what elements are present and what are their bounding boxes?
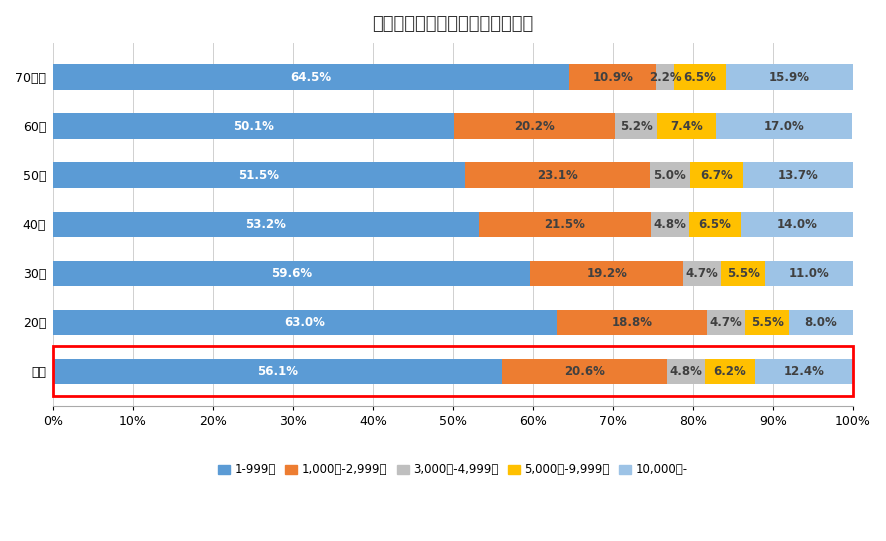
Text: 7.4%: 7.4%: [671, 120, 703, 133]
Bar: [530, 261, 683, 286]
Bar: [716, 114, 852, 139]
Bar: [707, 309, 745, 335]
Bar: [745, 309, 789, 335]
Text: 4.8%: 4.8%: [653, 218, 687, 231]
Bar: [616, 114, 657, 139]
Bar: [569, 64, 657, 90]
Bar: [53, 309, 557, 335]
Text: 5.5%: 5.5%: [727, 267, 759, 280]
Bar: [755, 359, 854, 384]
Bar: [465, 162, 649, 188]
Bar: [689, 212, 741, 237]
Bar: [53, 212, 478, 237]
Bar: [743, 162, 853, 188]
Text: 2.2%: 2.2%: [649, 71, 681, 84]
Bar: [53, 162, 465, 188]
Bar: [726, 64, 853, 90]
Text: 5.0%: 5.0%: [654, 169, 687, 182]
Text: 5.2%: 5.2%: [620, 120, 653, 133]
Bar: [683, 261, 721, 286]
Text: 14.0%: 14.0%: [777, 218, 818, 231]
Bar: [53, 359, 501, 384]
Bar: [478, 212, 650, 237]
Bar: [741, 212, 853, 237]
Bar: [789, 309, 853, 335]
Text: 53.2%: 53.2%: [245, 218, 286, 231]
Bar: [765, 261, 853, 286]
Bar: [657, 64, 674, 90]
Text: 4.7%: 4.7%: [686, 267, 719, 280]
Text: 56.1%: 56.1%: [257, 365, 298, 378]
Text: 6.7%: 6.7%: [700, 169, 733, 182]
Text: 6.2%: 6.2%: [713, 365, 746, 378]
Text: 15.9%: 15.9%: [769, 71, 810, 84]
Text: 12.4%: 12.4%: [784, 365, 825, 378]
Bar: [705, 359, 755, 384]
Text: 18.8%: 18.8%: [611, 316, 653, 329]
Title: 年代別：投資信託への初回投資額: 年代別：投資信託への初回投資額: [372, 15, 533, 33]
Bar: [721, 261, 765, 286]
Bar: [557, 309, 707, 335]
Bar: [657, 114, 716, 139]
Text: 4.8%: 4.8%: [670, 365, 703, 378]
Text: 21.5%: 21.5%: [544, 218, 585, 231]
Bar: [666, 359, 705, 384]
Text: 6.5%: 6.5%: [698, 218, 732, 231]
Text: 10.9%: 10.9%: [592, 71, 633, 84]
Text: 50.1%: 50.1%: [233, 120, 274, 133]
Text: 17.0%: 17.0%: [764, 120, 804, 133]
Bar: [674, 64, 726, 90]
Text: 20.6%: 20.6%: [563, 365, 604, 378]
Text: 19.2%: 19.2%: [587, 267, 627, 280]
Text: 6.5%: 6.5%: [683, 71, 716, 84]
Text: 20.2%: 20.2%: [514, 120, 555, 133]
Text: 13.7%: 13.7%: [778, 169, 819, 182]
Text: 23.1%: 23.1%: [537, 169, 578, 182]
Text: 59.6%: 59.6%: [271, 267, 312, 280]
Bar: [690, 162, 743, 188]
Bar: [53, 261, 530, 286]
Text: 11.0%: 11.0%: [789, 267, 829, 280]
Text: 5.5%: 5.5%: [750, 316, 783, 329]
Bar: [454, 114, 616, 139]
Text: 64.5%: 64.5%: [291, 71, 331, 84]
Bar: [501, 359, 666, 384]
Bar: [53, 114, 454, 139]
Bar: [650, 212, 689, 237]
Text: 4.7%: 4.7%: [710, 316, 742, 329]
Text: 63.0%: 63.0%: [284, 316, 325, 329]
Legend: 1-999円, 1,000円-2,999円, 3,000円-4,999円, 5,000円-9,999円, 10,000円-: 1-999円, 1,000円-2,999円, 3,000円-4,999円, 5,…: [214, 459, 693, 481]
Text: 8.0%: 8.0%: [804, 316, 837, 329]
Text: 51.5%: 51.5%: [238, 169, 279, 182]
Bar: [649, 162, 690, 188]
Bar: [53, 64, 569, 90]
